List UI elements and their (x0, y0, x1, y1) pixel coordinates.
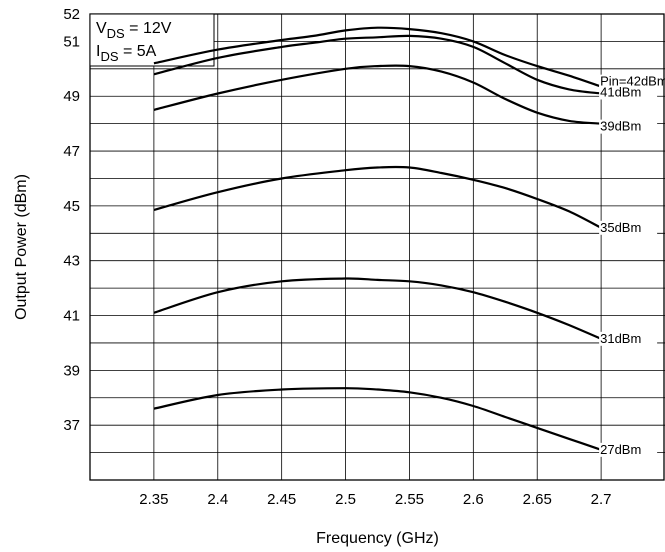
x-tick-label: 2.45 (267, 491, 296, 508)
series-line (153, 277, 602, 340)
x-tick-label: 2.5 (335, 491, 356, 508)
y-tick-label: 39 (63, 362, 80, 379)
series-label-bg (599, 74, 658, 89)
y-tick-label: 52 (63, 6, 80, 23)
series-label: 35dBm (600, 220, 641, 235)
x-tick-label: 2.55 (395, 491, 424, 508)
y-tick-label: 47 (63, 143, 80, 160)
y-tick-label: 43 (63, 253, 80, 270)
series-line (153, 64, 602, 125)
x-tick-labels: 2.35 2.4 2.45 2.5 2.55 2.6 2.65 2.7 (139, 491, 611, 508)
series-line (153, 165, 602, 229)
y-tick-label: 51 (63, 33, 80, 50)
y-tick-label: 49 (63, 88, 80, 105)
y-tick-label: 41 (63, 308, 80, 325)
series-lines (153, 26, 602, 451)
series-label: 41dBm (600, 84, 641, 99)
series-label-bg (599, 85, 658, 100)
x-tick-label: 2.35 (139, 491, 168, 508)
y-tick-labels: 37 39 41 43 45 47 49 51 52 (63, 6, 80, 434)
series-label-bg (599, 119, 658, 134)
series-line (153, 34, 602, 95)
grid (90, 14, 665, 480)
series-label-bg (599, 220, 658, 235)
series-label: Pin=42dBm (600, 74, 665, 89)
conditions-box: VDS = 12V IDS = 5A (89, 13, 215, 67)
series-line (153, 26, 602, 88)
series-label: 31dBm (600, 331, 641, 346)
y-tick-label: 37 (63, 417, 80, 434)
ids-condition: IDS = 5A (96, 43, 157, 64)
x-tick-label: 2.65 (523, 491, 552, 508)
series-label-bg (599, 442, 658, 457)
series-line (153, 387, 602, 451)
series-label: 27dBm (600, 442, 641, 457)
series-label: 39dBm (600, 119, 641, 134)
y-tick-label: 45 (63, 198, 80, 215)
x-axis-label: Frequency (GHz) (316, 530, 439, 547)
x-tick-label: 2.4 (207, 491, 228, 508)
vds-condition: VDS = 12V (96, 20, 172, 41)
x-tick-label: 2.6 (463, 491, 484, 508)
y-axis-label: Output Power (dBm) (13, 174, 30, 320)
series-label-bg (599, 331, 658, 346)
x-tick-label: 2.7 (591, 491, 612, 508)
plot-area-frame (89, 13, 665, 481)
